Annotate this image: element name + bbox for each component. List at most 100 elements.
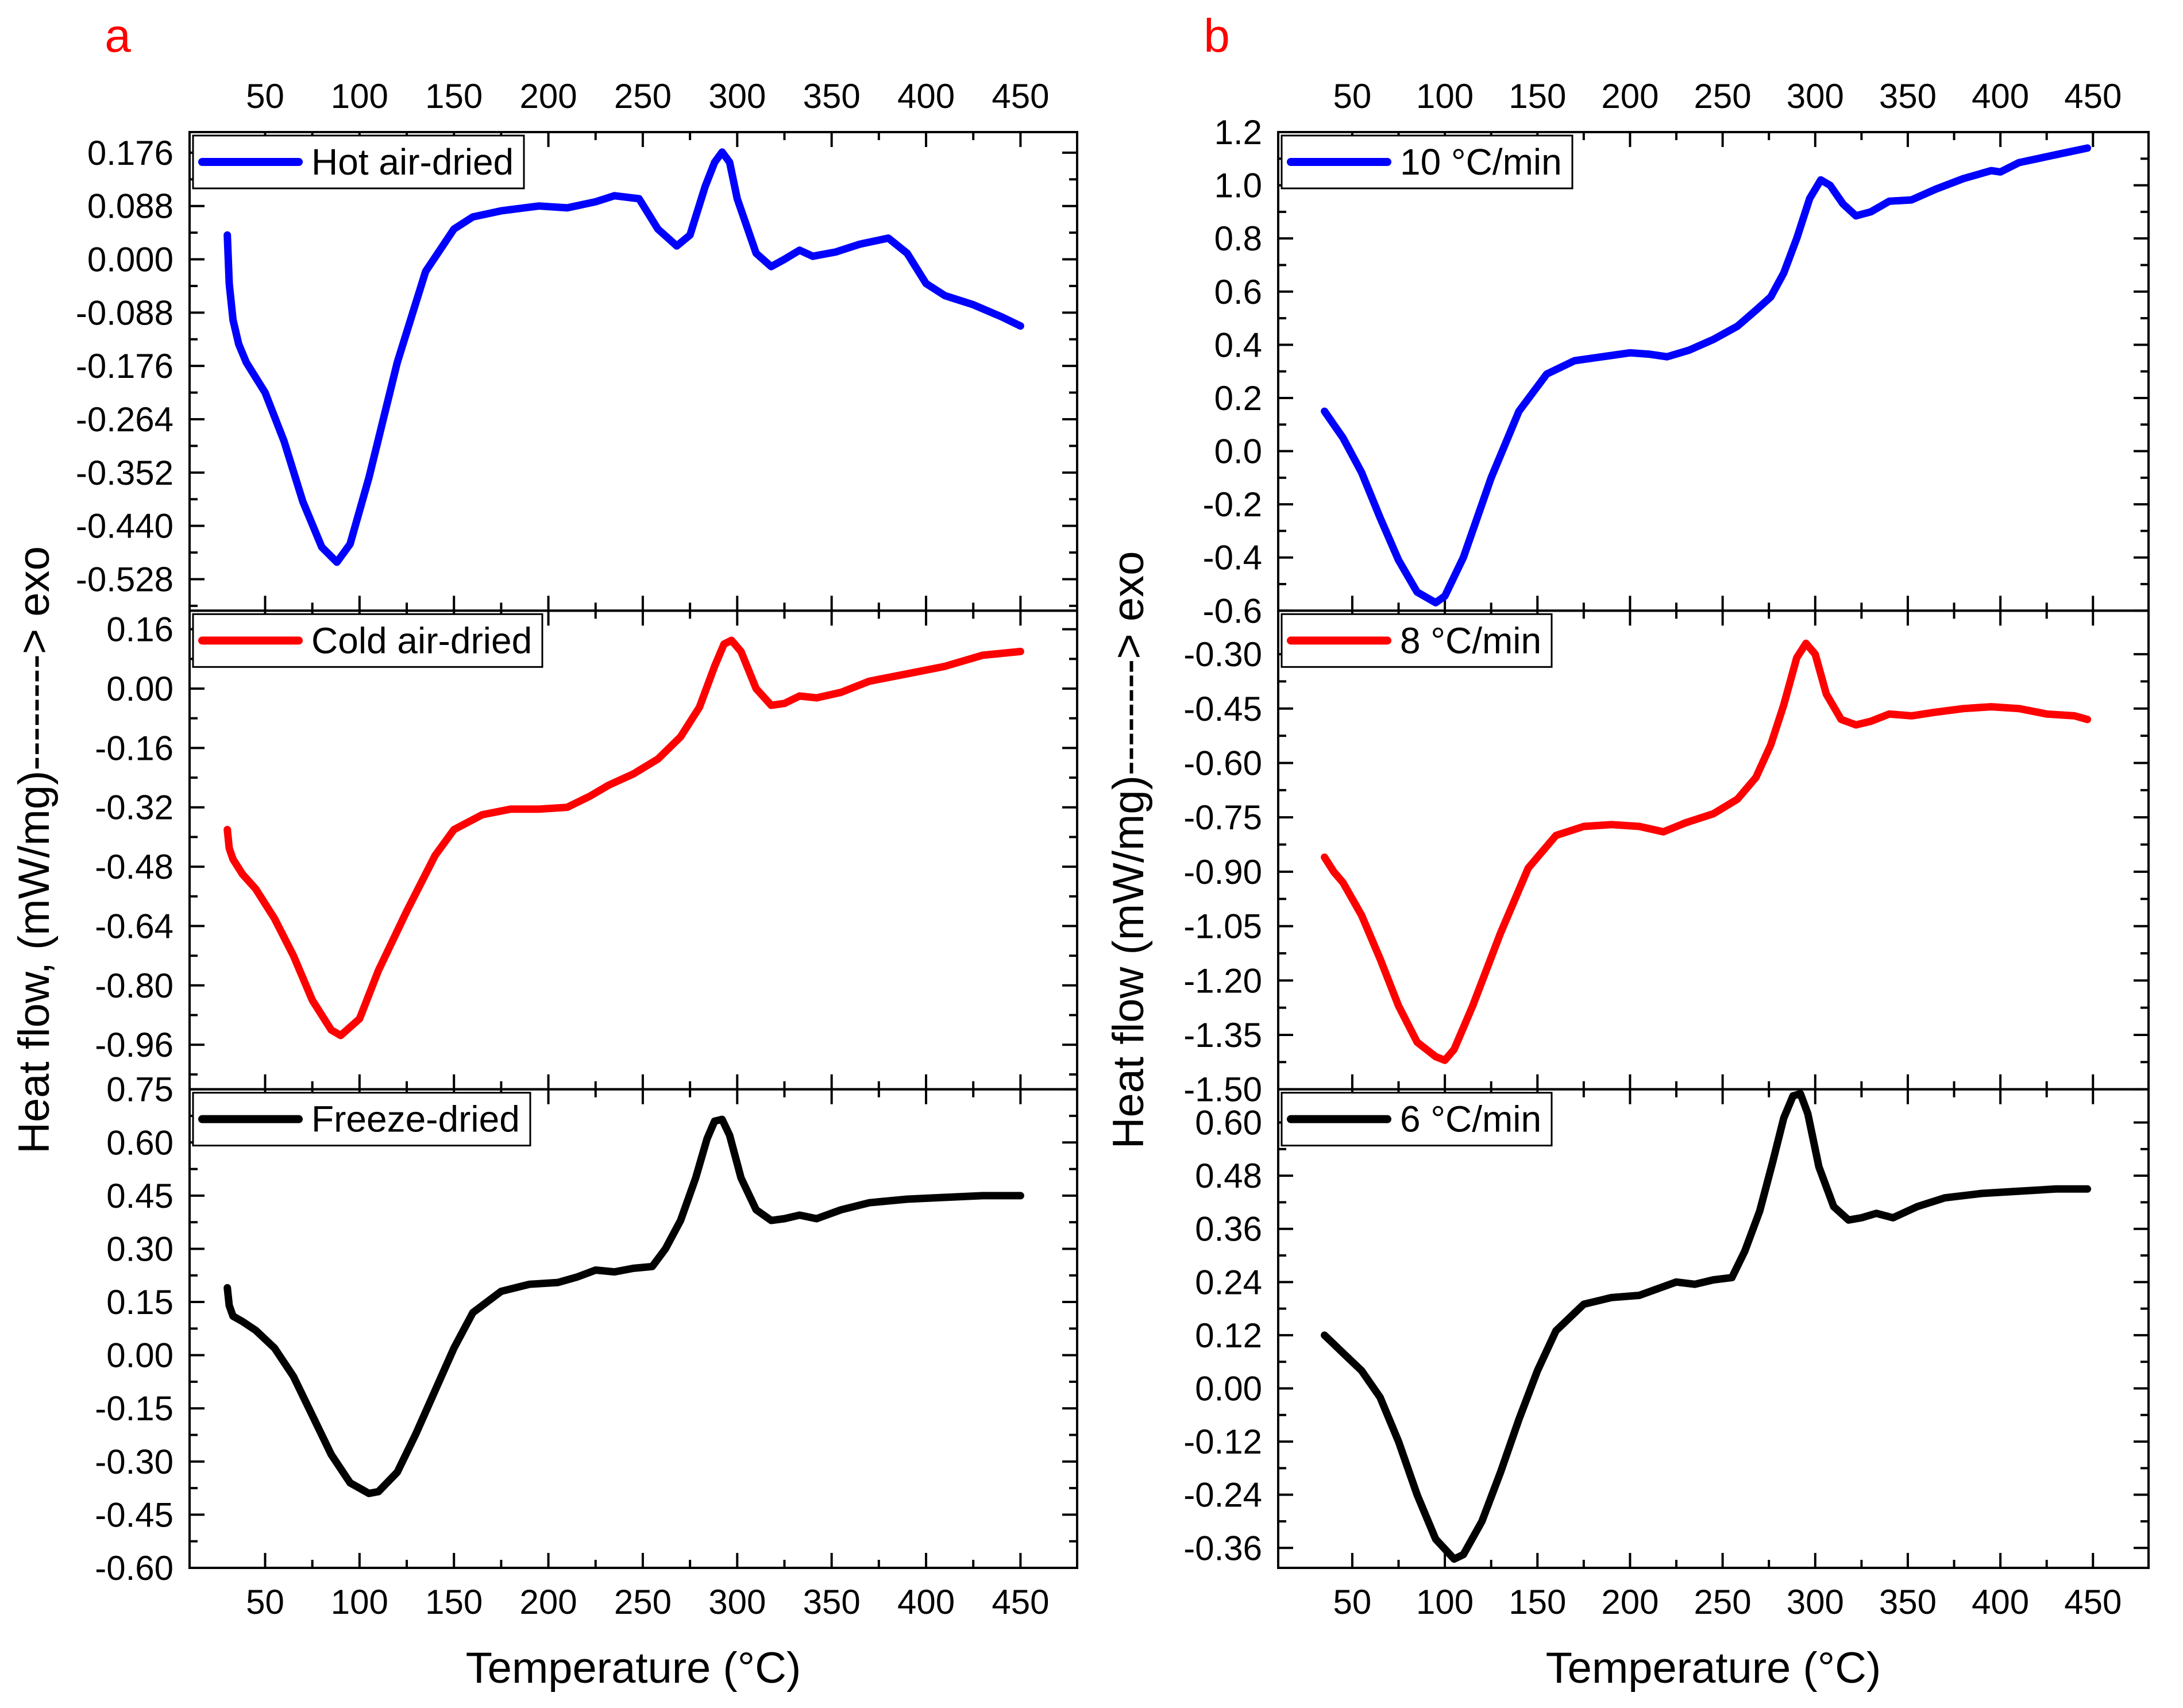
x-tick-label-top: 150	[425, 77, 483, 115]
y-tick-label: 0.30	[106, 1230, 173, 1268]
y-tick-label: 0.00	[106, 670, 173, 708]
subplot-a-2: 0.16 0.00 -0.16 -0.32 -0.48 -0.64 -0.80 -0.96 Co…	[95, 609, 1078, 1091]
subplot-a-3: 0.75 0.60 0.45 0.30 0.15 0.00 -0.15 -0.30 -0.45 -…	[95, 1071, 1078, 1587]
y-tick-label: -0.088	[76, 293, 173, 332]
series-line	[1321, 639, 2092, 1064]
x-tick-label-top: 450	[2064, 77, 2122, 115]
series-line	[1321, 144, 2092, 606]
y-tick-label: -0.4	[1203, 539, 1262, 577]
y-tick-label: 0.0	[1214, 432, 1262, 471]
y-tick-label: -1.50	[1183, 1071, 1262, 1109]
x-tick-label-top: 200	[1601, 77, 1659, 115]
y-tick-label: 0.36	[1195, 1210, 1262, 1249]
plot-frame	[1277, 609, 2150, 1091]
x-tick-label-top: 200	[520, 77, 577, 115]
legend: 10 °C/min	[1281, 134, 1573, 190]
y-tick-label: -0.90	[1183, 853, 1262, 891]
y-tick-label: 0.176	[87, 134, 173, 172]
y-tick-label: 0.00	[106, 1336, 173, 1375]
y-axis-title: Heat flow (mW/mg)--------> exo	[1104, 551, 1153, 1149]
y-tick-label: -0.64	[95, 907, 173, 945]
plot-frame	[188, 131, 1078, 612]
x-tick-label-bottom: 50	[246, 1583, 284, 1621]
y-tick-label: 0.000	[87, 241, 173, 279]
legend: 6 °C/min	[1281, 1092, 1553, 1147]
y-tick-label: 0.8	[1214, 219, 1262, 258]
x-axis-title: Temperature (°C)	[466, 1644, 801, 1692]
x-axis-title: Temperature (°C)	[1546, 1644, 1881, 1692]
y-tick-label: -0.6	[1203, 592, 1262, 630]
y-tick-label: 0.088	[87, 187, 173, 226]
y-axis-title: Heat flow, (mW/mg)--------> exo	[10, 546, 59, 1154]
y-tick-label: -0.15	[95, 1389, 173, 1428]
y-tick-label: -0.24	[1183, 1476, 1262, 1514]
x-tick-label-bottom: 200	[520, 1583, 577, 1621]
x-tick-label-top: 400	[897, 77, 955, 115]
y-tick-label: -0.60	[95, 1549, 173, 1587]
x-tick-label-bottom: 450	[992, 1583, 1049, 1621]
y-tick-label: 0.00	[1195, 1370, 1262, 1408]
y-tick-label: -0.80	[95, 967, 173, 1005]
x-tick-label-top: 100	[1416, 77, 1474, 115]
x-tick-label-bottom: 100	[1416, 1583, 1474, 1621]
legend-label: 6 °C/min	[1400, 1099, 1541, 1140]
x-tick-label-bottom: 250	[1694, 1583, 1752, 1621]
y-tick-label: 0.75	[106, 1071, 173, 1109]
x-tick-label-bottom: 400	[897, 1583, 955, 1621]
y-tick-label: -0.440	[76, 507, 173, 546]
y-tick-label: -0.75	[1183, 798, 1262, 837]
y-tick-label: -0.48	[95, 848, 173, 886]
y-tick-label: 0.4	[1214, 326, 1262, 364]
plot-frame	[1277, 1088, 2150, 1569]
x-tick-label-bottom: 300	[1787, 1583, 1844, 1621]
legend: 8 °C/min	[1281, 613, 1553, 668]
y-tick-label: -1.05	[1183, 907, 1262, 946]
x-tick-label-top: 350	[1879, 77, 1937, 115]
x-tick-label-top: 150	[1509, 77, 1566, 115]
x-tick-label-bottom: 400	[1972, 1583, 2029, 1621]
x-tick-label-top: 250	[614, 77, 672, 115]
y-tick-label: -0.16	[95, 729, 173, 767]
y-tick-label: -0.45	[1183, 690, 1262, 728]
x-tick-label-bottom: 450	[2064, 1583, 2122, 1621]
panel-b: b 50 50 100 100 150 150 200 200 250 250 300 300 350 35…	[1104, 10, 2150, 1692]
y-tick-label: 0.15	[106, 1283, 173, 1321]
y-tick-label: -1.20	[1183, 961, 1262, 1000]
y-tick-label: 1.2	[1214, 113, 1262, 152]
y-tick-label: -0.45	[95, 1496, 173, 1534]
legend-box	[1281, 1092, 1553, 1147]
x-tick-label-bottom: 200	[1601, 1583, 1659, 1621]
series-line	[1321, 1089, 2092, 1563]
y-tick-label: 0.60	[106, 1123, 173, 1162]
x-tick-label-bottom: 350	[1879, 1583, 1937, 1621]
y-tick-label: -0.30	[95, 1443, 173, 1481]
x-tick-label-bottom: 300	[708, 1583, 766, 1621]
x-tick-label-top: 50	[1333, 77, 1372, 115]
x-tick-label-top: 50	[246, 77, 284, 115]
y-tick-label: -0.32	[95, 789, 173, 827]
x-tick-label-bottom: 350	[803, 1583, 861, 1621]
x-tick-label-bottom: 50	[1333, 1583, 1372, 1621]
y-tick-label: -0.60	[1183, 744, 1262, 782]
y-tick-label: -0.176	[76, 347, 173, 385]
subplot-a-1: 0.176 0.088 0.000 -0.088 -0.176 -0.264 -0.352 -…	[76, 131, 1078, 612]
x-tick-label-bottom: 150	[1509, 1583, 1566, 1621]
y-tick-label: 0.45	[106, 1177, 173, 1215]
y-tick-label: -0.2	[1203, 485, 1262, 524]
series-line	[223, 636, 1024, 1040]
series-line	[223, 148, 1024, 566]
subplot-b-3: 0.60 0.48 0.36 0.24 0.12 0.00 -0.12 -0.24 -0.36 6…	[1183, 1088, 2150, 1569]
legend-label: Freeze-dried	[311, 1099, 520, 1140]
x-tick-label-bottom: 150	[425, 1583, 483, 1621]
y-tick-label: -0.12	[1183, 1423, 1262, 1461]
y-tick-label: 0.2	[1214, 379, 1262, 418]
series-line	[223, 1115, 1024, 1497]
y-tick-label: -0.96	[95, 1026, 173, 1064]
y-tick-label: 0.16	[106, 610, 173, 649]
legend: Cold air-dried	[192, 613, 543, 668]
legend-label: 8 °C/min	[1400, 620, 1541, 661]
legend: Freeze-dried	[192, 1092, 531, 1147]
y-tick-label: -0.36	[1183, 1529, 1262, 1567]
y-tick-label: 1.0	[1214, 167, 1262, 205]
y-tick-label: -0.352	[76, 454, 173, 492]
